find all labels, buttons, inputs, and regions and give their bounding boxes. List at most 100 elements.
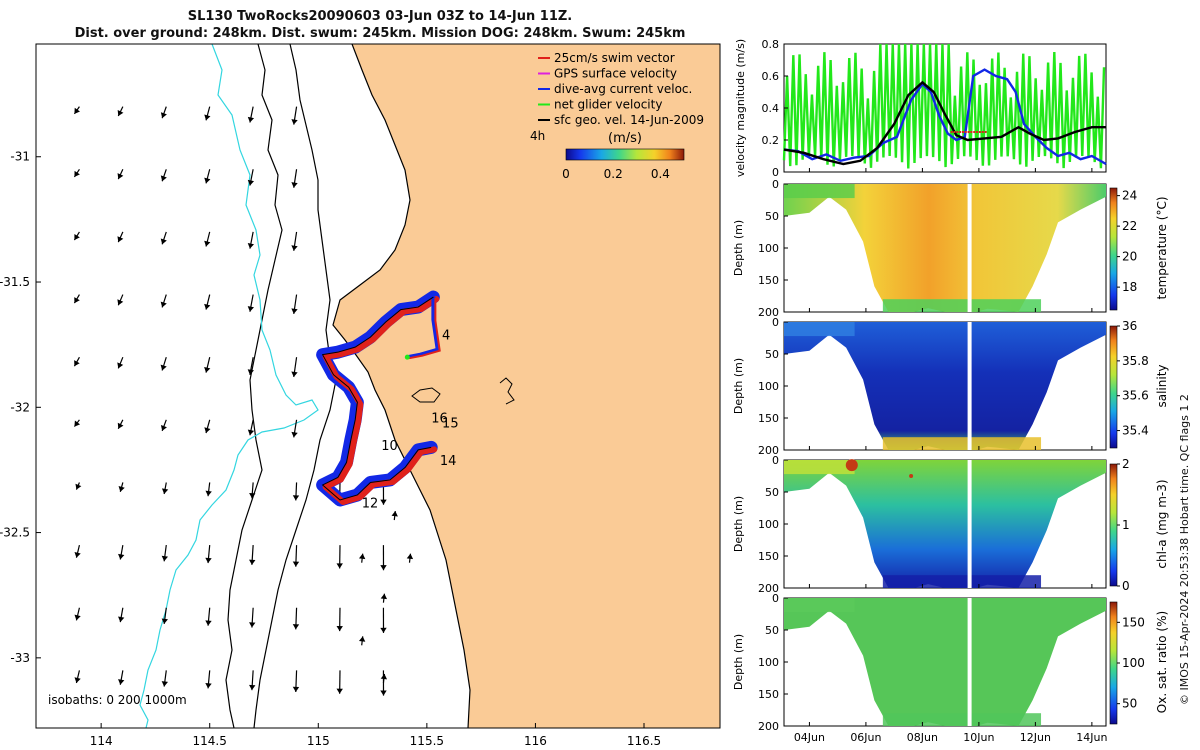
y-tick-label: 100 xyxy=(758,380,779,393)
geo-vector xyxy=(204,294,211,310)
swim-vector-track xyxy=(409,298,441,360)
y-tick-label: 150 xyxy=(758,688,779,701)
track-day-label: 10 xyxy=(381,439,398,454)
swim-velocity-mark xyxy=(973,131,976,133)
geo-vector xyxy=(204,106,211,121)
colorbar-ticks: 0 0.2 0.4 xyxy=(562,167,670,181)
section-fill xyxy=(784,184,1106,312)
y-tick-label: 50 xyxy=(765,624,779,637)
y-tick-label: -32.5 xyxy=(0,526,30,540)
x-tick-label: 114 xyxy=(90,734,113,748)
colorbar-tick-label: 20 xyxy=(1122,250,1137,264)
geostrophic-velocity-line xyxy=(783,80,1106,166)
geo-vector xyxy=(161,607,169,625)
geo-vector xyxy=(74,544,81,558)
section-data-gap xyxy=(967,460,972,588)
section-fill xyxy=(784,322,1106,450)
y-tick-label: 200 xyxy=(758,306,779,319)
geo-vector xyxy=(204,231,211,247)
y-tick-label: 0 xyxy=(772,592,779,605)
geo-vector xyxy=(292,545,300,567)
isobath-0m xyxy=(139,44,319,728)
section-surface-layer xyxy=(784,322,855,337)
geo-vector xyxy=(292,670,300,692)
geo-vector xyxy=(249,482,256,499)
section-panel-2: 0 50 100 150 200 Depth (m) 0 1 2 chl-a (mg m-3) xyxy=(732,454,1169,595)
geo-vector xyxy=(380,607,387,633)
y-tick-label: 100 xyxy=(758,518,779,531)
legend-label: 25cm/s swim vector xyxy=(554,51,675,65)
geo-vector xyxy=(406,553,414,563)
track-day-label: 15 xyxy=(442,416,459,431)
map-island xyxy=(411,387,441,403)
velocity-y-axis: 0 0.2 0.4 0.6 0.8 xyxy=(762,38,1093,179)
geo-vector xyxy=(249,607,256,628)
y-tick-label: 0.2 xyxy=(762,134,780,147)
y-tick-label: 0.4 xyxy=(762,102,780,115)
geo-vector xyxy=(160,106,167,119)
swim-velocity-mark xyxy=(978,131,981,133)
geo-vector xyxy=(117,106,124,117)
geo-vector xyxy=(247,106,255,123)
geo-vector xyxy=(247,169,255,186)
y-tick-label: 0 xyxy=(772,166,779,179)
x-tick-label: 116.5 xyxy=(627,734,661,748)
geo-vector xyxy=(380,673,388,683)
colorbar-tick-label: 35.8 xyxy=(1122,354,1149,368)
geo-vector xyxy=(249,545,256,565)
y-tick-label: -32 xyxy=(10,400,30,414)
map-land xyxy=(333,44,720,728)
geo-vector xyxy=(205,670,212,689)
swim-velocity-mark xyxy=(950,131,953,133)
colorbar-tick-label: 35.6 xyxy=(1122,389,1149,403)
section-data-gap xyxy=(967,184,972,312)
geo-vector xyxy=(291,357,298,378)
y-tick-label: 200 xyxy=(758,444,779,457)
geo-vector xyxy=(73,168,80,178)
geo-vector xyxy=(247,357,254,375)
geo-vector xyxy=(117,419,124,430)
section-colorbar xyxy=(1109,187,1118,311)
geo-vector xyxy=(74,670,81,684)
geo-vector xyxy=(161,482,169,495)
geo-vector xyxy=(247,419,255,436)
geo-vector xyxy=(247,231,255,249)
geo-vector xyxy=(117,169,124,180)
net-glider-velocity-line xyxy=(782,43,1106,169)
legend-label: net glider velocity xyxy=(554,98,662,112)
colorbar-tick-label: 150 xyxy=(1122,615,1145,629)
section-bottom-layer xyxy=(882,299,1042,312)
x-tick-label: 115.5 xyxy=(410,734,444,748)
y-tick-label: 200 xyxy=(758,582,779,595)
track-centreline xyxy=(321,296,434,501)
section-fill xyxy=(784,598,1106,726)
y-tick-label: 150 xyxy=(758,274,779,287)
y-tick-label: 50 xyxy=(765,210,779,223)
geo-vector xyxy=(118,482,125,492)
colorbar-tick-label: 36 xyxy=(1122,319,1137,333)
geo-vector xyxy=(291,106,298,125)
y-tick-label: 50 xyxy=(765,486,779,499)
colorbar-tick-label: 50 xyxy=(1122,697,1137,711)
geo-vector xyxy=(73,356,80,367)
geo-vector xyxy=(160,357,167,371)
chl-hotspot xyxy=(845,459,858,472)
geo-vector xyxy=(204,169,211,184)
colorbar-tick-label: 0.2 xyxy=(604,167,623,181)
x-tick-label: 10Jun xyxy=(963,731,994,744)
colorbar-tick-label: 0 xyxy=(1122,579,1130,593)
geo-vector xyxy=(160,231,167,245)
y-tick-label: 200 xyxy=(758,720,779,733)
x-tick-label: 06Jun xyxy=(850,731,881,744)
coastline xyxy=(332,44,471,728)
chl-hotspot xyxy=(909,474,914,478)
geo-vector xyxy=(160,294,167,308)
x-tick-label: 116 xyxy=(524,734,547,748)
y-tick-label: 50 xyxy=(765,348,779,361)
isobath-note: isobaths: 0 200 1000m xyxy=(48,693,187,707)
swim-velocity-mark xyxy=(984,131,987,133)
geo-vector xyxy=(160,169,167,182)
